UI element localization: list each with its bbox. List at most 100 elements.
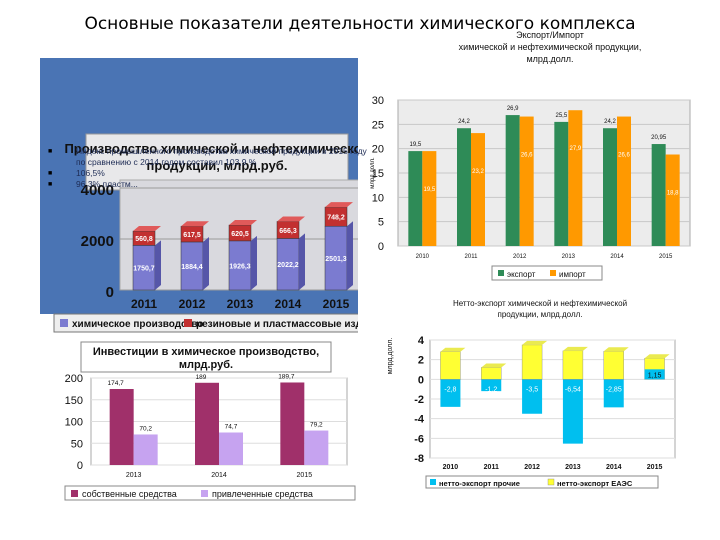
data-label: 24,2 [458,119,470,125]
data-label: 74,7 [225,424,238,431]
data-label: 1926,3 [229,263,251,270]
legend-label: привлеченные средства [212,489,313,499]
legend-box [491,265,603,281]
bar-top [644,354,670,359]
bar-import [471,133,485,246]
bar-top [522,340,548,345]
y-tick-label: 10 [372,192,384,204]
data-label: 617,5 [183,232,201,239]
bar-borrowed [219,432,243,465]
y-tick-label: 20 [372,144,384,156]
data-label: 24,2 [604,119,616,125]
bullet-text: Индекс промышленного производства химиче… [76,146,367,167]
legend-swatch [184,319,192,327]
bullet-square-icon: ■ [48,170,53,177]
bar-other [603,379,624,408]
x-tick-label: 2012 [524,464,540,471]
chart-title: млрд.руб. [179,359,233,371]
data-label: 1750,7 [133,266,155,273]
legend-swatch [547,478,555,486]
x-tick-label: 2011 [465,254,479,260]
data-label: -2,85 [606,386,622,393]
net-export-chart: Нетто-экспорт химической и нефтехимическ… [387,299,676,489]
y-tick-label: 2 [418,355,424,367]
bar-side [251,235,257,290]
data-label: 19,5 [423,187,435,193]
production-chart: Производство химической и нефтехимическо… [53,133,358,333]
y-tick-label: 0 [418,374,424,386]
y-tick-label: 30 [372,95,384,107]
x-tick-label: 2013 [562,254,576,260]
bar-own [195,382,219,465]
bar-top [440,347,466,352]
data-label: 189,7 [278,373,295,380]
y-tick-label: 50 [71,438,83,450]
y-tick-label: -2 [414,394,424,406]
bar-other [440,379,461,407]
y-tick-label: 2000 [81,233,114,250]
y-tick-label: 200 [65,373,83,385]
bar-export [408,151,423,246]
bar-other [562,379,583,444]
legend-box [425,475,659,489]
legend-label: химическое производство [72,319,204,330]
data-label: 2022,2 [277,262,299,269]
x-tick-label: 2011 [484,464,499,471]
bar-own [109,389,134,465]
bar-other [481,379,502,392]
x-tick-label: 2014 [606,464,622,471]
chart-title: химической и нефтехимической продукции, [459,42,642,52]
data-label: -2,8 [444,386,456,393]
data-label: 174,7 [108,380,125,387]
data-label: 70,2 [139,425,152,432]
y-tick-label: 0 [378,241,384,253]
x-tick-label: 2014 [275,297,302,311]
legend-box [64,485,356,501]
data-label: 79,2 [310,422,323,429]
x-tick-label: 2012 [513,254,527,260]
legend-swatch [550,270,556,276]
bar-other [522,379,543,414]
bullet-text: 106,5% [76,168,105,178]
bar-export [651,144,666,246]
bar-borrowed [133,434,158,465]
legend-label: экспорт [507,270,536,279]
y-tick-label: 15 [372,168,384,180]
data-label: 1884,4 [181,264,203,271]
bullet-square-icon: ■ [48,148,53,155]
x-tick-label: 2015 [297,472,313,479]
data-label: 27,9 [569,146,581,152]
y-axis-label: млрд.долл. [387,338,394,375]
chart-title: Нетто-экспорт химической и нефтехимическ… [453,299,627,308]
y-tick-label: 100 [65,417,83,429]
bar-eaeu [521,344,543,380]
x-tick-label: 2015 [647,464,663,471]
bullet-item: ■ 96,3% пластм... [48,179,368,190]
data-label: 26,6 [618,153,630,159]
bar-import [617,116,631,247]
data-label: 26,6 [521,153,533,159]
export-import-chart: Экспорт/Импорт химической и нефтехимическ… [370,30,691,281]
data-label: 20,95 [651,135,667,141]
y-tick-label: -8 [414,453,424,465]
bar-import [568,110,583,246]
bullet-list: ■ Индекс промышленного производства химич… [48,146,368,190]
legend-box [53,313,358,333]
chart-title: Экспорт/Импорт [516,30,584,40]
x-tick-label: 2014 [211,472,227,479]
bar-export [505,115,520,246]
bar-top [229,220,257,226]
legend-swatch [498,270,504,276]
bar-side [299,233,305,290]
legend-label: собственные средства [82,489,177,499]
bar-eaeu [603,351,624,380]
data-label: 23,2 [472,169,484,175]
chart-title: продукции, млрд.руб. [147,158,288,173]
chart-title-box [80,341,332,373]
bar-eaeu [562,350,584,380]
bar-eaeu [481,367,502,380]
bullet-text: 96,3% пластм... [76,179,138,189]
x-tick-label: 2013 [126,472,142,479]
data-label: 18,8 [667,191,679,197]
bar-top [562,346,588,351]
